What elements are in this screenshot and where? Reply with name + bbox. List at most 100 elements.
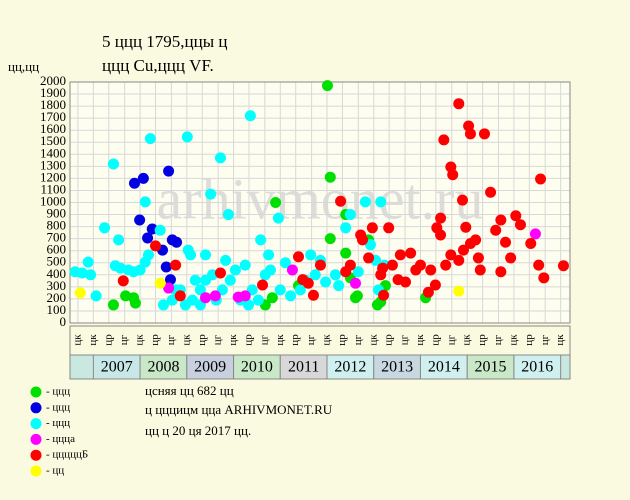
point bbox=[307, 289, 319, 301]
point bbox=[500, 236, 512, 248]
point bbox=[329, 269, 341, 281]
point bbox=[505, 252, 517, 264]
year-band bbox=[373, 354, 421, 380]
point bbox=[533, 259, 545, 271]
point bbox=[472, 252, 484, 264]
point bbox=[74, 287, 86, 299]
x-tick-label: цк bbox=[321, 334, 333, 346]
year-band bbox=[92, 354, 141, 380]
x-tick-label: цк bbox=[274, 334, 286, 346]
point bbox=[205, 188, 217, 200]
point bbox=[252, 294, 264, 306]
point bbox=[320, 276, 332, 288]
y-tick-label: 1100 bbox=[40, 181, 66, 196]
legend-label: - цццццБ bbox=[46, 449, 88, 461]
x-tick-label: цк bbox=[227, 334, 239, 346]
point bbox=[435, 229, 447, 241]
point bbox=[478, 128, 490, 140]
x-tick-label: цг bbox=[305, 334, 317, 345]
point bbox=[263, 249, 275, 261]
y-tick-label: 1000 bbox=[40, 193, 66, 208]
point bbox=[154, 277, 166, 289]
y-tick-label: 1200 bbox=[40, 169, 66, 184]
x-tick-label: цр bbox=[429, 334, 441, 346]
point bbox=[490, 224, 502, 236]
year-label: 2008 bbox=[147, 359, 179, 376]
point bbox=[485, 186, 497, 198]
point bbox=[286, 264, 298, 276]
y-tick-label: 0 bbox=[60, 314, 67, 329]
point bbox=[164, 274, 176, 286]
point bbox=[224, 274, 236, 286]
y-axis-label: цц,цц bbox=[8, 59, 39, 74]
point bbox=[244, 110, 256, 122]
point bbox=[394, 249, 406, 261]
point bbox=[425, 264, 437, 276]
point bbox=[383, 222, 395, 234]
x-tick-label: цг bbox=[539, 334, 551, 345]
point bbox=[314, 259, 326, 271]
y-tick-label: 1800 bbox=[40, 97, 66, 112]
point bbox=[200, 292, 212, 304]
point bbox=[186, 294, 198, 306]
point bbox=[144, 133, 156, 145]
x-tick-label: цк bbox=[461, 334, 473, 346]
y-tick-label: 1500 bbox=[40, 133, 66, 148]
plot-frame bbox=[69, 81, 571, 324]
x-tick-label: цк bbox=[71, 334, 83, 346]
year-band bbox=[279, 354, 328, 380]
point bbox=[293, 251, 305, 263]
point bbox=[438, 134, 450, 146]
point bbox=[464, 237, 476, 249]
y-tick-label: 100 bbox=[47, 302, 67, 317]
year-label: 2009 bbox=[194, 359, 226, 376]
x-tick-label: цг bbox=[165, 334, 177, 345]
point bbox=[214, 152, 226, 164]
year-label: 2011 bbox=[288, 359, 319, 376]
point bbox=[107, 158, 119, 170]
point bbox=[239, 290, 251, 302]
y-tick-label: 1600 bbox=[40, 121, 66, 136]
point bbox=[128, 177, 140, 189]
x-tick-label: цг bbox=[258, 334, 270, 345]
point bbox=[457, 194, 469, 206]
legend-marker bbox=[30, 402, 42, 414]
legend-marker bbox=[30, 433, 42, 445]
y-tick-label: 1400 bbox=[40, 145, 66, 160]
point bbox=[324, 171, 336, 183]
point bbox=[340, 222, 352, 234]
legend-marker bbox=[30, 465, 42, 477]
point bbox=[453, 254, 465, 266]
point bbox=[259, 269, 271, 281]
x-tick-label: цр bbox=[523, 334, 535, 346]
point bbox=[405, 247, 417, 259]
legend-label: - ццц bbox=[46, 386, 70, 398]
year-label: 2007 bbox=[101, 359, 133, 376]
chart-title: 5 ццц 1795,ццы ц bbox=[102, 32, 228, 51]
point bbox=[357, 234, 369, 246]
point bbox=[305, 249, 317, 261]
point bbox=[85, 269, 97, 281]
x-tick-label: цк bbox=[134, 334, 146, 346]
point bbox=[386, 259, 398, 271]
year-label: 2010 bbox=[241, 359, 273, 376]
year-label: 2014 bbox=[428, 359, 460, 376]
y-tick-label: 200 bbox=[47, 290, 67, 305]
point bbox=[495, 214, 507, 226]
point bbox=[302, 277, 314, 289]
x-tick-label: цг bbox=[118, 334, 130, 345]
point bbox=[134, 214, 146, 226]
annotation: цcняя цц 682 цц bbox=[145, 383, 234, 398]
point bbox=[335, 195, 347, 207]
year-label: 2013 bbox=[381, 359, 413, 376]
point bbox=[163, 165, 175, 177]
x-tick-label: цр bbox=[243, 334, 255, 346]
point bbox=[170, 259, 182, 271]
point bbox=[340, 247, 352, 259]
y-tick-label: 400 bbox=[47, 266, 67, 281]
point bbox=[359, 196, 371, 208]
point bbox=[181, 131, 193, 143]
y-tick-label: 800 bbox=[47, 218, 67, 233]
point bbox=[160, 261, 172, 273]
